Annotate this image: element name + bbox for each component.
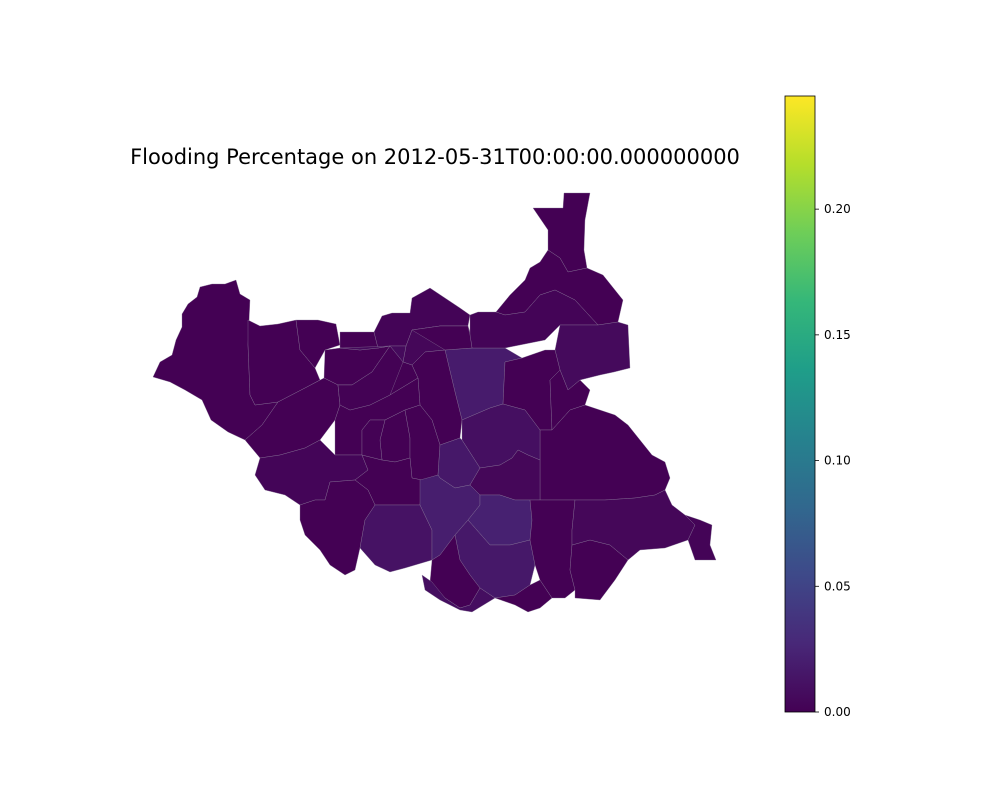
colorbar-tick-label-4: 0.20 [824,202,851,216]
region-17 [469,289,599,349]
colorbar-tick-label-3: 0.15 [824,328,851,342]
colorbar: 0.00 0.05 0.10 0.15 0.20 [784,95,851,719]
choropleth-map [152,192,717,613]
region-28 [359,504,433,573]
colorbar-tick-label-2: 0.10 [824,454,851,468]
region-37 [684,514,717,561]
region-18 [554,321,631,391]
region-39 [337,345,404,411]
region-40 [361,419,386,461]
region-15 [532,192,591,273]
region-3 [295,319,341,369]
region-1 [152,279,279,441]
colorbar-tick-label-1: 0.05 [824,579,851,593]
region-42 [421,574,496,613]
colorbar-gradient [785,96,815,712]
region-41 [411,325,473,351]
colorbar-ticks: 0.00 0.05 0.10 0.15 0.20 [815,202,851,719]
colorbar-tick-label-0: 0.00 [824,705,851,719]
colorbar-frame [784,95,816,713]
map-title: Flooding Percentage on 2012-05-31T00:00:… [130,145,740,169]
